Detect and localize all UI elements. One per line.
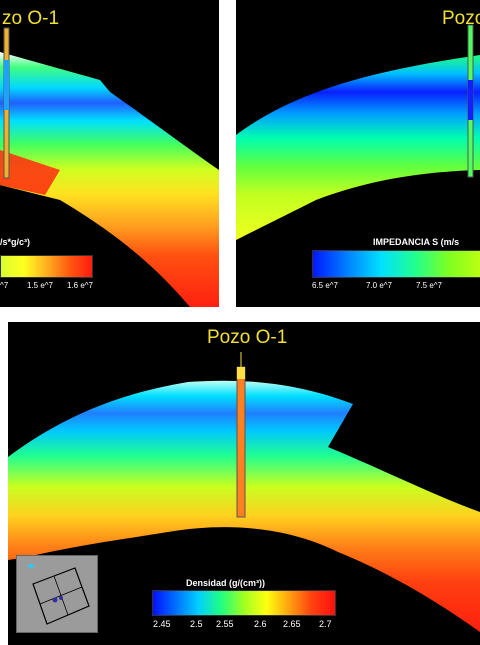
colorbar-right xyxy=(312,250,480,278)
colorbar-tick-right-3: 7.5 e^7 xyxy=(416,281,442,290)
location-minimap xyxy=(16,555,98,633)
colorbar-tick-bottom-5: 2.65 xyxy=(283,619,301,629)
colorbar-bottom xyxy=(152,590,336,616)
colorbar-title-bottom: Densidad (g/(cm³)) xyxy=(186,578,266,588)
colorbar-tick-left-2: 1.5 e^7 xyxy=(27,281,53,290)
seismic-section-right xyxy=(236,24,480,240)
colorbar-title-right: IMPEDANCIA S (m/s xyxy=(373,237,460,247)
colorbar-left xyxy=(0,255,93,278)
well-label-bottom: Pozo O-1 xyxy=(207,327,288,348)
colorbar-tick-bottom-6: 2.7 xyxy=(319,619,332,629)
colorbar-tick-left-3: 1.6 e^7 xyxy=(67,281,93,290)
colorbar-tick-left-1: ^7 xyxy=(0,281,9,290)
colorbar-tick-bottom-4: 2.6 xyxy=(254,619,267,629)
seismic-section-bottom xyxy=(8,352,480,632)
panel-top-right: Pozo IMPEDANCIA S (m/s 6.5 e^7 7.0 e^7 7… xyxy=(236,0,480,307)
well-track-bottom xyxy=(236,366,246,518)
colorbar-tick-bottom-2: 2.5 xyxy=(190,619,203,629)
colorbar-title-left: /s*g/c³) xyxy=(0,237,31,247)
minimap-survey-icon xyxy=(27,564,90,625)
panel-top-left: zo O-1 /s*g/c³) ^7 1.5 e^7 1.6 e^7 xyxy=(0,0,219,307)
colorbar-tick-right-1: 6.5 e^7 xyxy=(312,281,338,290)
colorbar-tick-bottom-3: 2.55 xyxy=(216,619,234,629)
well-label-right: Pozo xyxy=(442,8,480,29)
well-label-left: zo O-1 xyxy=(2,8,60,29)
panel-bottom: Pozo O-1 Densidad (g/(cm³)) 2.45 2.5 2.5… xyxy=(8,322,480,645)
seismic-section-left xyxy=(0,27,219,307)
colorbar-tick-bottom-1: 2.45 xyxy=(153,619,171,629)
colorbar-tick-right-2: 7.0 e^7 xyxy=(366,281,392,290)
